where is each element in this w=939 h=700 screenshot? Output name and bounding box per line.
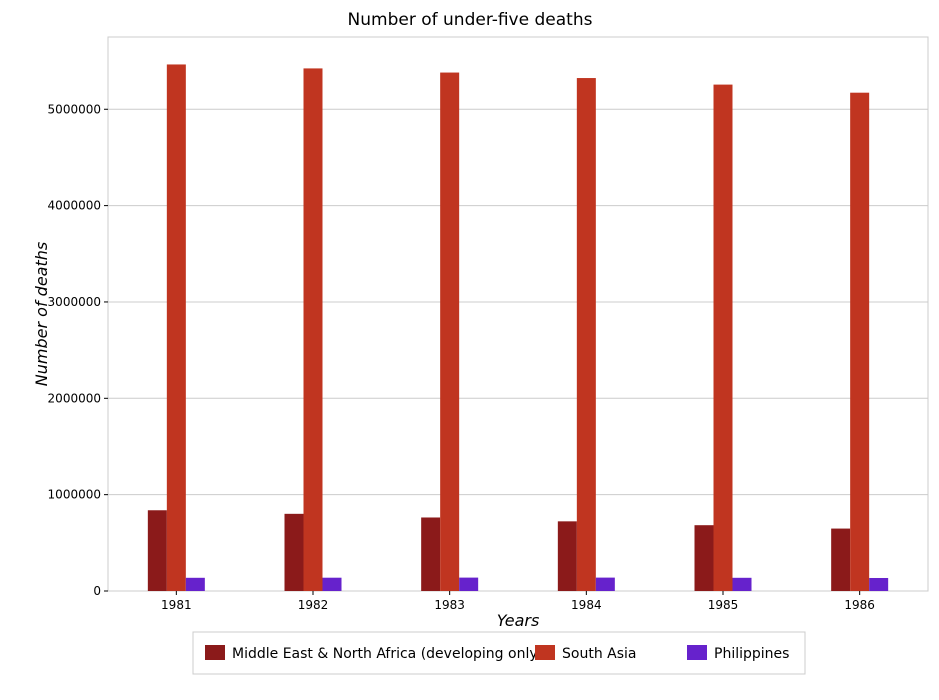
y-tick-label: 3000000 xyxy=(48,295,101,309)
plot-frame xyxy=(107,36,929,592)
x-tick-label: 1985 xyxy=(708,598,739,612)
bar xyxy=(732,577,752,591)
x-tick-label: 1981 xyxy=(161,598,192,612)
bar xyxy=(459,577,479,591)
bar xyxy=(831,528,851,591)
legend-swatch xyxy=(535,645,555,660)
bar xyxy=(869,577,889,591)
bar xyxy=(421,517,441,591)
bar xyxy=(713,84,733,591)
y-tick-label: 1000000 xyxy=(48,488,101,502)
bar xyxy=(850,92,870,592)
bar xyxy=(694,525,714,591)
y-tick-label: 0 xyxy=(93,584,101,598)
y-tick-label: 2000000 xyxy=(48,391,101,405)
bar xyxy=(303,68,323,591)
y-tick-label: 4000000 xyxy=(48,199,101,213)
legend-swatch xyxy=(205,645,225,660)
legend-label: Middle East & North Africa (developing o… xyxy=(232,646,543,662)
x-tick-label: 1983 xyxy=(434,598,465,612)
legend: Middle East & North Africa (developing o… xyxy=(192,631,806,675)
bar xyxy=(147,510,167,591)
chart-title: Number of under-five deaths xyxy=(348,10,593,30)
x-tick-label: 1982 xyxy=(298,598,329,612)
x-axis-ticks: 1981 1982 1983 1984 1985 1986 xyxy=(161,591,875,612)
bar xyxy=(284,513,304,591)
bar xyxy=(440,72,460,591)
y-axis-ticks: 0 1000000 2000000 3000000 4000000 5000000 xyxy=(48,102,108,598)
bar xyxy=(185,577,205,591)
legend-label: South Asia xyxy=(562,646,636,662)
bars xyxy=(147,64,889,592)
x-tick-label: 1984 xyxy=(571,598,602,612)
bar xyxy=(166,64,186,592)
y-axis-label: Number of deaths xyxy=(32,242,51,386)
bar xyxy=(595,577,615,591)
y-tick-label: 5000000 xyxy=(48,102,101,116)
legend-label: Philippines xyxy=(714,646,789,662)
bar xyxy=(322,577,342,591)
bar xyxy=(557,521,577,591)
x-tick-label: 1986 xyxy=(844,598,875,612)
legend-swatch xyxy=(687,645,707,660)
x-axis-label: Years xyxy=(497,611,540,630)
bar xyxy=(576,78,596,591)
gridlines xyxy=(108,108,928,592)
